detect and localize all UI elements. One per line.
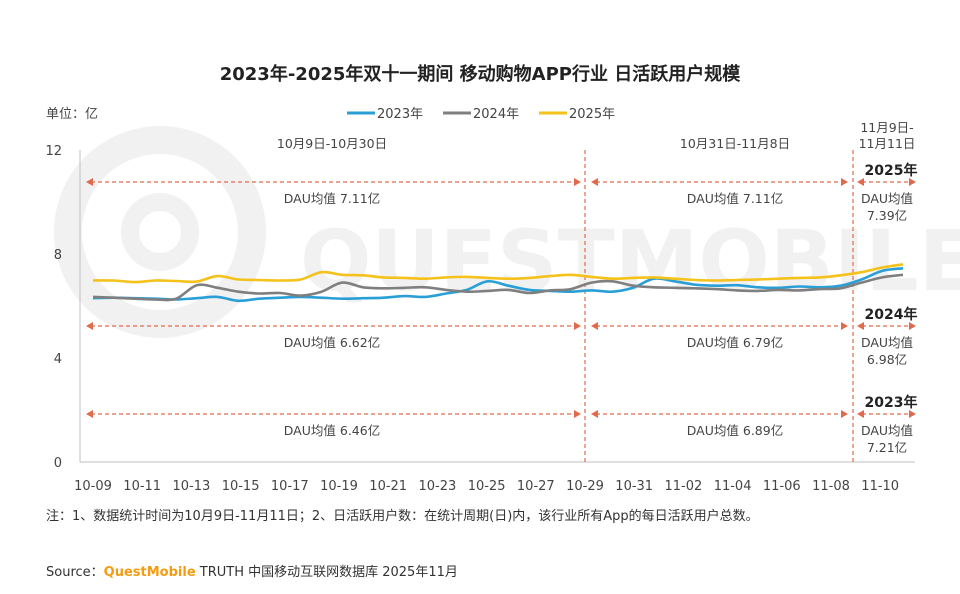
- y-tick-label: 12: [45, 144, 62, 159]
- series-lines: [92, 263, 904, 303]
- year-tag: 2023年: [865, 394, 918, 411]
- arrowhead-right: [574, 410, 581, 418]
- arrowhead-right: [841, 178, 848, 186]
- dau-average-label-line: 7.21亿: [867, 440, 907, 455]
- dau-average-label: DAU均值 6.46亿: [284, 423, 380, 438]
- dau-average-label-line: 6.98亿: [867, 352, 907, 367]
- arrowhead-left: [86, 410, 93, 418]
- arrowhead-left: [591, 322, 598, 330]
- axes: 0 4 8 12 10-09 10-11 10-13 10-15 10-17 10-19 10-21…: [45, 144, 915, 494]
- x-tick-label: 10-27: [517, 479, 555, 494]
- watermark-logo-core: [121, 193, 199, 271]
- dau-average-label: DAU均值 7.11亿: [687, 191, 783, 206]
- watermark: QUESTMOBILE: [54, 126, 960, 338]
- arrowhead-right: [909, 322, 916, 330]
- arrowhead-left: [591, 178, 598, 186]
- y-tick-label: 4: [54, 352, 62, 367]
- series-line-2024年: [92, 273, 904, 302]
- unit-label: 单位：亿: [46, 107, 98, 122]
- arrowhead-left: [591, 410, 598, 418]
- source-prefix: Source：: [46, 565, 104, 580]
- dau-average-label: DAU均值 6.79亿: [687, 335, 783, 350]
- x-tick-label: 10-29: [566, 479, 604, 494]
- arrowhead-right: [841, 410, 848, 418]
- arrowhead-right: [841, 322, 848, 330]
- watermark-logo-ring: [54, 126, 266, 338]
- x-tick-label: 10-31: [615, 479, 653, 494]
- x-tick-label: 11-08: [812, 479, 850, 494]
- source-line: Source：QuestMobile TRUTH 中国移动互联网数据库 2025…: [46, 561, 458, 580]
- arrowhead-left: [857, 178, 864, 186]
- y-tick-label: 0: [54, 456, 62, 471]
- legend-label: 2023年: [377, 107, 423, 122]
- watermark-text: QUESTMOBILE: [300, 212, 960, 310]
- chart-title: 2023年-2025年双十一期间 移动购物APP行业 日活跃用户规模: [220, 63, 742, 85]
- annotations: 10月9日-10月30日 10月31日-11月8日 11月9日-11月11日 2025…: [86, 120, 917, 462]
- legend: 2023年 2024年 2025年: [347, 107, 615, 122]
- arrowhead-right: [909, 178, 916, 186]
- dau-average-label: DAU均值 6.89亿: [687, 423, 783, 438]
- x-tick-label: 10-17: [271, 479, 309, 494]
- x-tick-label: 10-13: [173, 479, 211, 494]
- arrowhead-left: [857, 322, 864, 330]
- period-label: 11月9日-11月11日: [859, 120, 916, 151]
- period-label: 10月9日-10月30日: [277, 136, 387, 151]
- period-label: 10月31日-11月8日: [680, 136, 790, 151]
- dau-average-label: DAU均值 6.98亿: [861, 335, 913, 367]
- source-suffix: TRUTH 中国移动互联网数据库 2025年11月: [195, 565, 458, 580]
- y-tick-label: 8: [54, 248, 62, 263]
- period-label-line: 11月9日-: [860, 120, 913, 135]
- arrowhead-left: [86, 322, 93, 330]
- x-tick-label: 10-11: [123, 479, 161, 494]
- x-tick-label: 10-21: [369, 479, 407, 494]
- x-tick-label: 10-15: [222, 479, 260, 494]
- arrowhead-right: [574, 178, 581, 186]
- year-tag: 2024年: [865, 306, 918, 323]
- dau-average-label: DAU均值 6.62亿: [284, 335, 380, 350]
- arrowhead-left: [857, 410, 864, 418]
- dau-average-label: DAU均值 7.11亿: [284, 191, 380, 206]
- dau-average-label-line: DAU均值: [861, 423, 913, 438]
- dau-average-label-line: DAU均值: [861, 335, 913, 350]
- arrowhead-left: [86, 178, 93, 186]
- series-line-2025年: [92, 263, 904, 284]
- dau-average-label-line: 7.39亿: [867, 208, 907, 223]
- period-label-line: 11月11日: [859, 136, 916, 151]
- x-tick-label: 11-10: [861, 479, 899, 494]
- source-brand: QuestMobile: [103, 565, 196, 580]
- arrowhead-right: [574, 322, 581, 330]
- dau-average-label: DAU均值 7.21亿: [861, 423, 913, 455]
- series-line-2023年: [92, 267, 904, 303]
- dau-average-label: DAU均值 7.39亿: [861, 191, 913, 223]
- x-tick-label: 10-09: [74, 479, 112, 494]
- x-tick-label: 10-25: [468, 479, 506, 494]
- chart: 2023年-2025年双十一期间 移动购物APP行业 日活跃用户规模 单位：亿 …: [45, 63, 960, 494]
- x-tick-label: 10-23: [419, 479, 457, 494]
- year-tag: 2025年: [865, 162, 918, 179]
- legend-label: 2025年: [569, 107, 615, 122]
- arrowhead-right: [909, 410, 916, 418]
- x-tick-label: 11-06: [763, 479, 801, 494]
- footnote: 注：1、数据统计时间为10月9日-11月11日；2、日活跃用户数：在统计周期(日…: [46, 509, 759, 524]
- x-tick-label: 10-19: [320, 479, 358, 494]
- x-tick-label: 11-04: [714, 479, 752, 494]
- legend-label: 2024年: [473, 107, 519, 122]
- x-tick-label: 11-02: [665, 479, 703, 494]
- dau-average-label-line: DAU均值: [861, 191, 913, 206]
